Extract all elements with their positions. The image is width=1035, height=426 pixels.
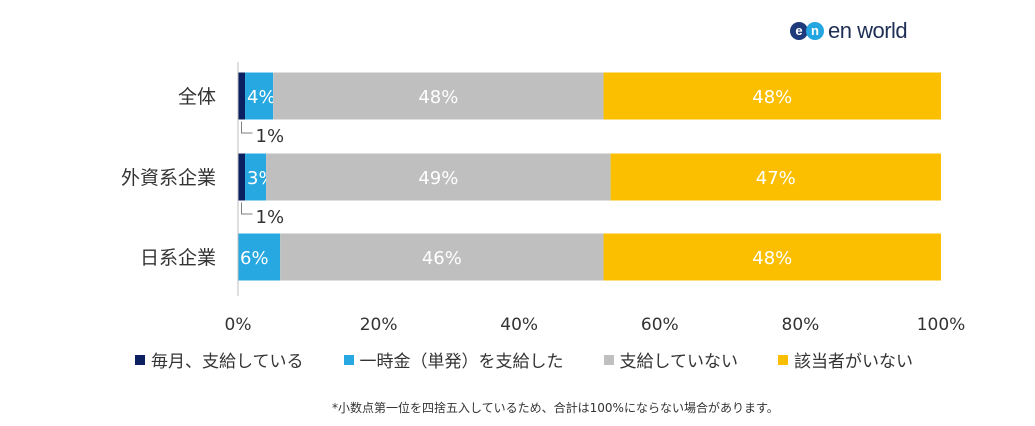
data-label: 48% [752,87,792,108]
callout-label: 1% [256,126,285,147]
data-label: 49% [418,168,458,189]
x-tick-label: 40% [500,315,538,335]
legend-label-not-applicable: 該当者がいない [794,352,913,372]
legend-item-not-applicable: 該当者がいない [778,347,913,372]
bar-segment-monthly [238,153,246,201]
enworld-logo: e n en world [790,18,908,44]
chart-legend: 毎月、支給している 一時金（単発）を支給した 支給していない 該当者がいない [135,347,913,372]
legend-item-monthly: 毎月、支給している [135,347,304,372]
legend-item-not-paid: 支給していない [603,347,739,372]
bar-segment-not-applicable [603,72,941,120]
callout-leader-line [241,121,253,134]
logo-badge-n: n [806,22,824,40]
x-tick-label: 60% [641,315,679,335]
x-tick-label: 80% [782,315,820,335]
bar-segment-lump-sum [245,153,267,201]
x-tick-label: 0% [225,315,252,335]
legend-label-not-paid: 支給していない [619,352,739,372]
bar-segment-lump-sum [245,72,274,120]
bar-segment-monthly [238,72,246,120]
category-label: 日系企業 [140,247,216,269]
legend-label-monthly: 毎月、支給している [151,352,304,372]
legend-swatch-not-applicable [778,354,788,365]
data-label: 47% [756,168,796,189]
logo-badge-e: e [790,22,808,40]
category-label: 外資系企業 [121,167,216,189]
bar-segment-not-paid [266,153,611,201]
legend-swatch-not-paid [603,354,614,365]
callout-label: 1% [256,207,285,228]
bar-segment-not-paid [280,233,604,281]
data-label: 4% [247,87,276,108]
callout-leader-line [241,202,253,215]
bar-segment-lump-sum [238,233,281,281]
x-tick-label: 20% [360,315,398,335]
bar-segment-not-applicable [610,153,941,201]
x-tick-label: 100% [917,315,966,335]
bar-segment-not-applicable [603,233,941,281]
data-label: 46% [422,248,462,269]
logo-text: en world [828,18,908,43]
legend-swatch-monthly [135,354,145,365]
data-label: 6% [240,248,269,269]
stacked-bar-chart: 全体 4% 48% 48%1%外資系企業 3% 49% 47%1%日系企業 6% 46% 48%0… [121,62,966,335]
legend-swatch-lump-sum [343,354,354,365]
data-label: 48% [418,87,458,108]
legend-item-lump-sum: 一時金（単発）を支給した [343,347,564,372]
legend-label-lump-sum: 一時金（単発）を支給した [359,352,564,372]
category-label: 全体 [178,86,216,108]
data-label: 48% [752,248,792,269]
enworld-logo-badge: e n [790,22,824,40]
footnote: *小数点第一位を四捨五入しているため、合計は100%にならない場合があります。 [332,401,779,415]
bar-segment-not-paid [273,72,604,120]
